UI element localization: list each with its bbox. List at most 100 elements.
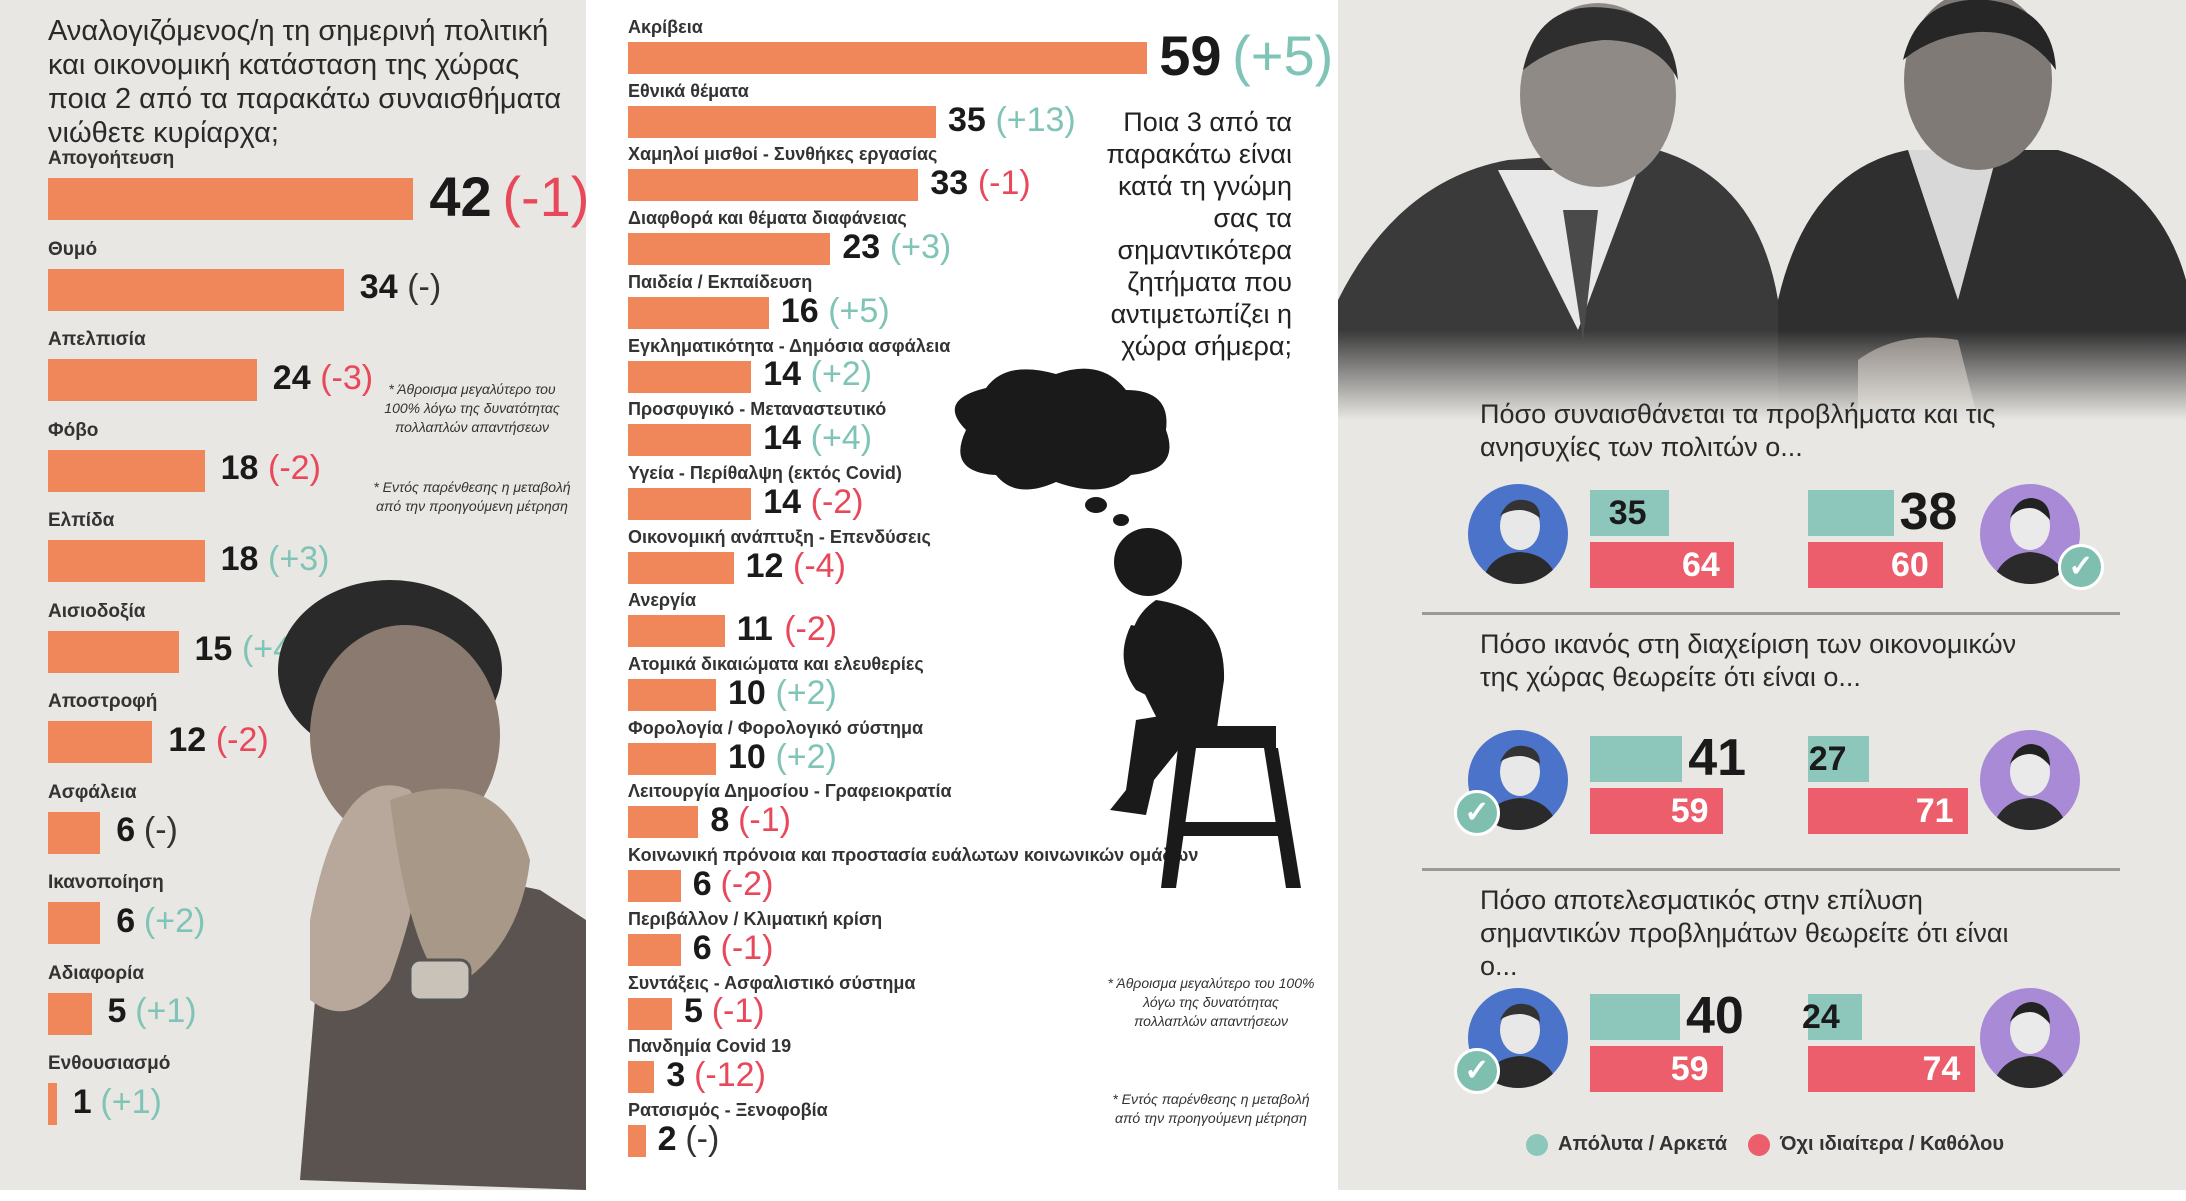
legend-teal-dot xyxy=(1526,1133,1548,1156)
bar-red xyxy=(1590,788,1723,834)
value-label: 18 xyxy=(220,539,259,578)
value-label: 24 xyxy=(272,358,311,397)
value-label: 35 xyxy=(1608,494,1647,532)
legend-red-dot xyxy=(1748,1133,1770,1156)
footnote-change: * Εντός παρένθεσης η μεταβολή από την πρ… xyxy=(373,479,571,514)
category-label: Εγκληματικότητα - Δημόσια ασφάλεια xyxy=(628,335,951,356)
legend-red: Όχι ιδιαίτερα / Καθόλου xyxy=(1748,1133,2004,1156)
footnote-multiple-answers: * Άθροισμα μεγαλύτερο του 100% λόγω της … xyxy=(384,381,560,435)
value-label: 10 xyxy=(728,673,766,712)
check-icon: ✓ xyxy=(1454,790,1500,836)
check-icon: ✓ xyxy=(2058,544,2104,590)
change-label: (-1) xyxy=(711,992,765,1031)
change-label: (-2) xyxy=(720,865,774,904)
change-label: (+13) xyxy=(995,100,1076,139)
value-label: 2 xyxy=(657,1119,677,1158)
category-label: Απελπισία xyxy=(48,329,146,350)
category-label: Απογοήτευση xyxy=(48,148,175,169)
value-label: 12 xyxy=(168,720,207,759)
bar-teal xyxy=(1590,994,1680,1040)
question-empathy: Πόσο συναισθάνεται τα προβλήματα και τις… xyxy=(1480,399,1996,462)
value-label: 38 xyxy=(1899,483,1958,541)
value-label: 6 xyxy=(116,901,136,940)
divider xyxy=(1422,612,2120,615)
question-effectiveness: Πόσο αποτελεσματικός στην επίλυση σημαντ… xyxy=(1480,885,2009,981)
change-label: (-) xyxy=(685,1119,720,1158)
bar xyxy=(628,679,716,711)
bar xyxy=(48,811,101,854)
category-label: Αδιαφορία xyxy=(48,962,145,984)
category-label: Αισιοδοξία xyxy=(48,600,146,622)
change-label: (+2) xyxy=(775,737,837,776)
change-label: (-) xyxy=(407,268,442,307)
change-label: (+5) xyxy=(1232,24,1334,88)
change-label: (-12) xyxy=(694,1056,766,1095)
bar xyxy=(48,449,205,492)
bar xyxy=(628,487,752,520)
issues-question: Ποια 3 από τα παρακάτω είναι κατά τη γνώ… xyxy=(1106,107,1292,361)
bar-red xyxy=(1590,542,1734,588)
bar-teal xyxy=(1808,490,1894,536)
category-label: Ελπίδα xyxy=(48,510,115,531)
value-label: 5 xyxy=(107,992,127,1031)
thinking-person-illustration xyxy=(954,368,1301,888)
bar xyxy=(628,296,769,329)
bar xyxy=(628,806,699,839)
bar-red xyxy=(1590,1046,1723,1092)
category-label: Χαμηλοί μισθοί - Συνθήκες εργασίας xyxy=(628,144,938,165)
category-label: Προσφυγικό - Μεταναστευτικό xyxy=(628,399,887,420)
value-label: 1 xyxy=(72,1082,92,1121)
bar xyxy=(628,105,936,138)
category-label: Κοινωνική πρόνοια και προστασία ευάλωτων… xyxy=(628,845,1199,866)
question-economy: Πόσο ικανός στη διαχείριση των οικονομικ… xyxy=(1480,629,2017,692)
category-label: Φόβο xyxy=(48,419,99,441)
value-label: 40 xyxy=(1686,987,1744,1045)
bar xyxy=(628,933,681,966)
value-label: 11 xyxy=(736,610,773,649)
value-label: 59 xyxy=(1670,1050,1709,1088)
bar xyxy=(628,551,734,584)
footnote-multiple-answers: * Άθροισμα μεγαλύτερο του 100% λόγω της … xyxy=(1107,975,1315,1029)
category-label: Οικονομική ανάπτυξη - Επενδύσεις xyxy=(628,526,931,547)
bottom-strip xyxy=(0,1190,2186,1201)
bar-red xyxy=(1808,542,1943,588)
bar xyxy=(48,178,414,220)
value-label: 8 xyxy=(710,801,730,840)
bar xyxy=(48,1083,57,1125)
category-label: Ασφάλεια xyxy=(48,781,137,803)
category-label: Εθνικά θέματα xyxy=(628,80,749,101)
value-label: 18 xyxy=(220,449,259,488)
value-label: 74 xyxy=(1922,1050,1961,1088)
bar-teal xyxy=(1590,736,1683,782)
bar-teal xyxy=(1808,736,1869,782)
bar xyxy=(628,1061,655,1094)
value-label: 14 xyxy=(763,419,802,458)
category-label: Ικανοποίηση xyxy=(48,872,164,893)
leader-avatar xyxy=(1980,730,2080,830)
change-label: (-2) xyxy=(268,449,321,488)
change-label: (-1) xyxy=(502,165,590,229)
bar xyxy=(48,359,257,401)
category-label: Ρατσισμός - Ξενοφοβία xyxy=(628,1099,828,1120)
category-label: Θυμό xyxy=(48,238,98,260)
change-label: (+3) xyxy=(889,228,952,267)
value-label: 10 xyxy=(728,737,766,776)
change-label: (+1) xyxy=(100,1082,162,1121)
change-label: (-4) xyxy=(793,546,846,585)
value-label: 3 xyxy=(666,1056,686,1095)
category-label: Λειτουργία Δημοσίου - Γραφειοκρατία xyxy=(628,781,952,802)
value-label: 60 xyxy=(1891,546,1929,584)
category-label: Αποστροφή xyxy=(48,691,158,712)
value-label: 12 xyxy=(745,546,784,585)
category-label: Υγεία - Περίθαλψη (εκτός Covid) xyxy=(628,462,902,483)
category-label: Συντάξεις - Ασφαλιστικό σύστημα xyxy=(628,972,916,993)
category-label: Ενθουσιασμό xyxy=(48,1053,171,1074)
bar xyxy=(48,721,153,763)
value-label: 34 xyxy=(359,268,398,307)
category-label: Ακρίβεια xyxy=(628,17,703,37)
value-label: 59 xyxy=(1159,24,1222,88)
divider xyxy=(1422,868,2120,871)
value-label: 71 xyxy=(1915,792,1954,830)
category-label: Διαφθορά και θέματα διαφάνειας xyxy=(628,208,907,229)
politicians-photo xyxy=(1338,0,2186,420)
